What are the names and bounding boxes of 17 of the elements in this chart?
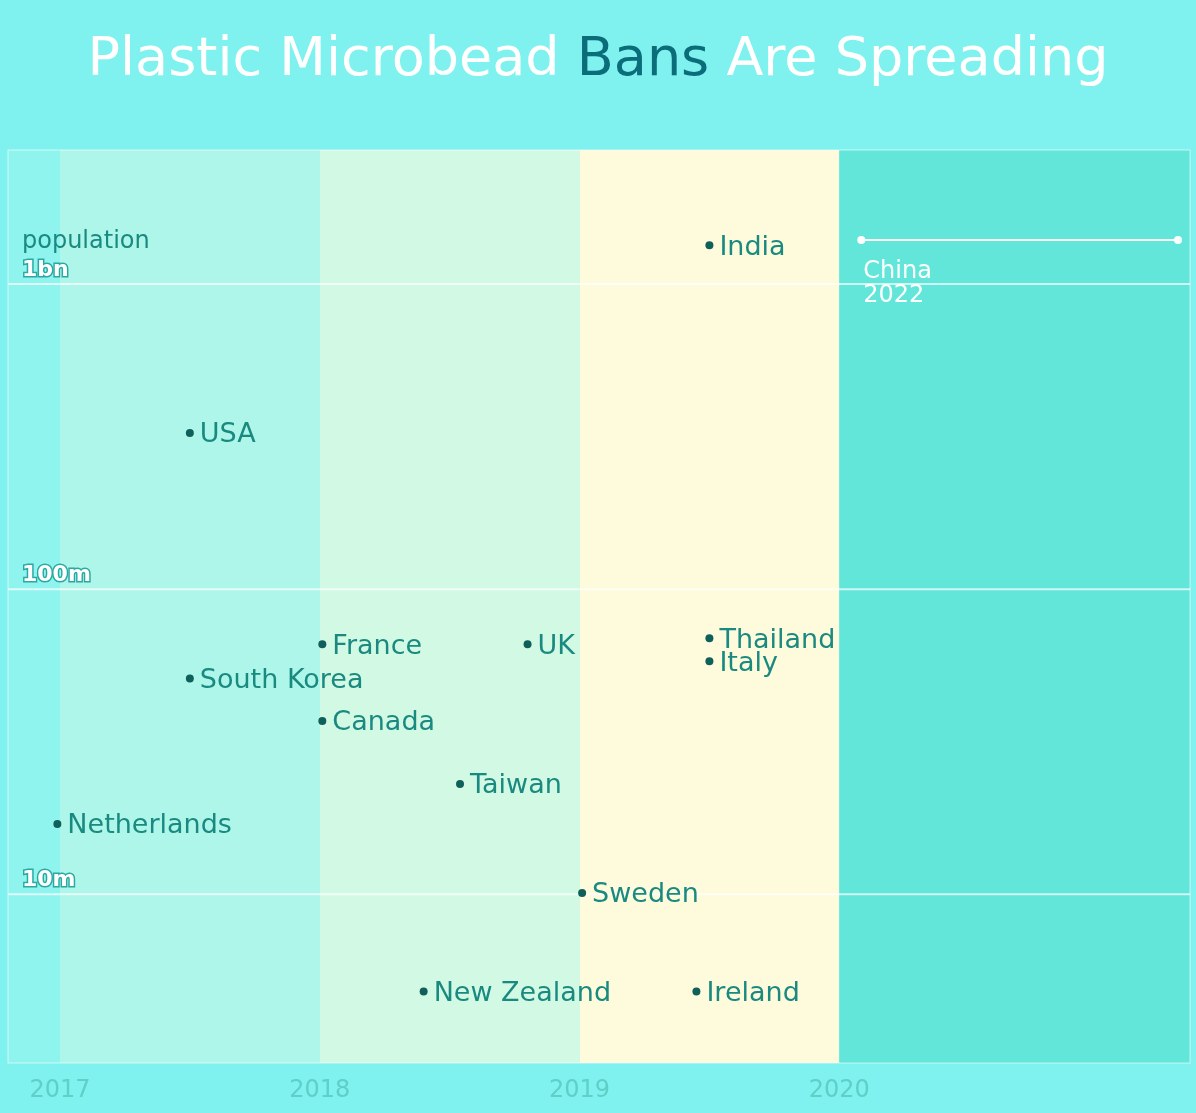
y-tick-label: 10m [22,866,76,892]
annotation: Canada [332,705,436,737]
annotation: UK [537,628,577,660]
annotation: South Korea [199,662,364,694]
y-tick-label: 1bn [22,256,69,282]
annotation: France [332,628,423,660]
annotation: India [719,229,786,261]
annotation: Netherlands [67,808,232,840]
band-label: China 2022 [863,256,932,308]
annotation: USA [199,417,257,449]
annotation: Taiwan [469,768,562,800]
annotation: New Zealand [433,976,612,1008]
annotation: Ireland [706,976,800,1008]
annotation: Sweden [592,877,699,909]
y-axis-title: population [22,226,150,254]
y-tick-label: 100m [22,561,91,587]
chart-title: Plastic Microbead Bans Are Spreading [87,25,1109,88]
